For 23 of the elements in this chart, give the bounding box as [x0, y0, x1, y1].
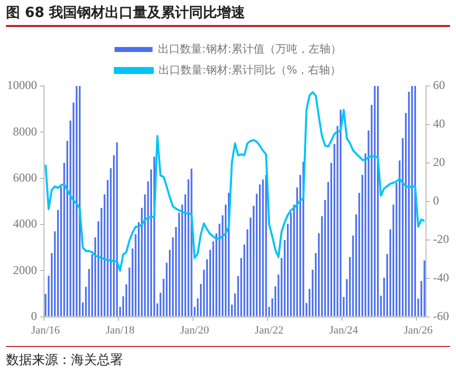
x-tick-label: Jan/24 [329, 324, 359, 336]
source-note: 数据来源：海关总署 [6, 346, 450, 369]
y-tick-label: 0 [31, 308, 37, 323]
x-tick-label: Jan/18 [106, 324, 135, 336]
y2-tick-label: 40 [433, 116, 446, 131]
y2-tick-label: 0 [433, 194, 440, 208]
chart-title: 图 68 我国钢材出口量及累计同比增速 [6, 4, 450, 27]
y-tick-label: 4000 [13, 216, 37, 231]
legend-label: 出口数量:钢材:累计值（万吨，左轴） [158, 42, 342, 56]
x-tick-label: Jan/16 [31, 324, 60, 336]
y2-tick-label: -20 [433, 232, 450, 246]
y-tick-label: 2000 [13, 262, 37, 277]
y2-tick-label: 20 [433, 155, 446, 170]
x-tick-label: Jan/26 [404, 324, 434, 336]
y2-tick-label: 60 [433, 78, 446, 92]
y-tick-label: 10000 [7, 78, 37, 92]
y2-tick-label: -40 [433, 270, 450, 284]
y-tick-label: 8000 [13, 124, 37, 138]
x-tick-label: Jan/22 [254, 324, 284, 336]
x-tick-label: Jan/20 [180, 324, 210, 336]
y-tick-label: 6000 [13, 170, 37, 184]
legend-label: 出口数量:钢材:累计同比（%，右轴） [158, 63, 342, 76]
y2-tick-label: -60 [433, 308, 450, 323]
